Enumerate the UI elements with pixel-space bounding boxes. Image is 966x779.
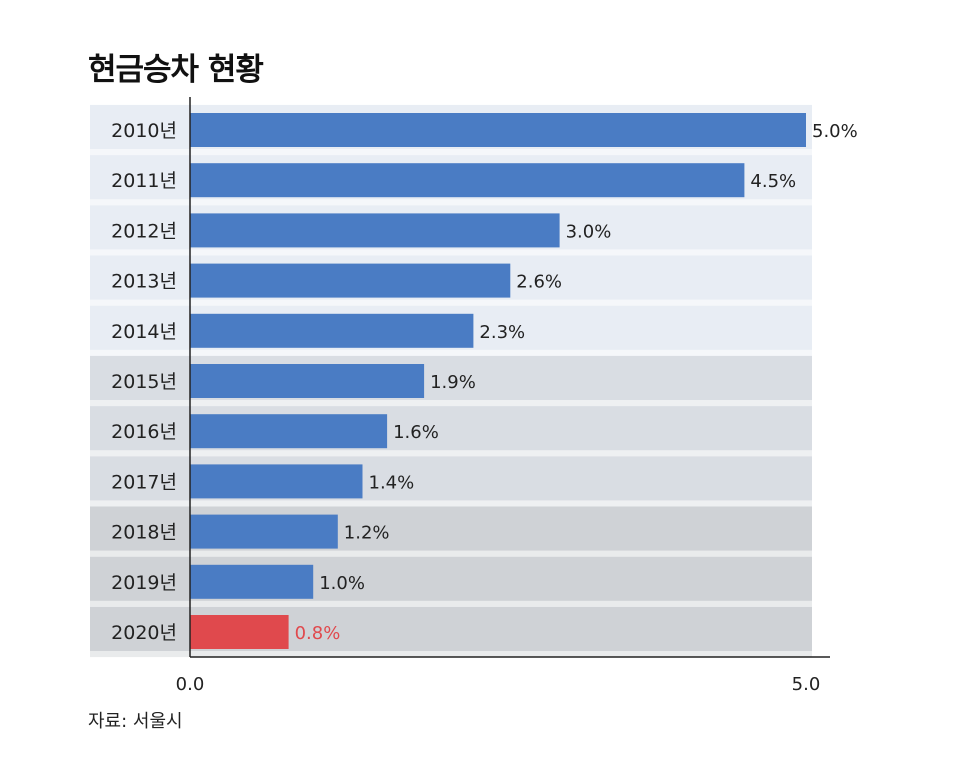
category-label: 2020년 <box>111 622 177 644</box>
x-tick-label: 5.0 <box>792 674 821 695</box>
category-label: 2011년 <box>111 170 177 192</box>
category-label: 2017년 <box>111 471 177 493</box>
background-stripe <box>90 600 812 609</box>
chart-title: 현금승차 현황 <box>88 52 264 88</box>
bar-2013년 <box>190 263 511 298</box>
value-label: 1.4% <box>369 472 415 493</box>
background-stripe <box>90 249 812 258</box>
value-label: 5.0% <box>812 121 858 142</box>
bars-group: 2010년 5.0% 2011년 4.5% 2012년 3.0% 2013년 2.6% 2014… <box>111 113 858 649</box>
background-stripe <box>90 400 812 408</box>
category-label: 2014년 <box>111 321 177 343</box>
bar-2014년 <box>190 313 474 348</box>
background-stripe <box>90 199 812 208</box>
category-label: 2015년 <box>111 371 177 393</box>
category-label: 2018년 <box>111 522 177 544</box>
value-label: 1.9% <box>430 372 476 393</box>
background-stripe <box>90 299 812 308</box>
value-label: 2.3% <box>479 322 525 343</box>
bar-2019년 <box>190 564 314 599</box>
value-label: 1.0% <box>319 573 365 594</box>
value-label: 1.2% <box>344 523 390 544</box>
background-stripe <box>90 450 812 459</box>
bar-2018년 <box>190 514 338 549</box>
bar-2010년 <box>190 113 806 147</box>
category-label: 2013년 <box>111 271 177 293</box>
value-label: 3.0% <box>566 221 612 242</box>
x-tick-label: 0.0 <box>176 674 205 695</box>
value-label: 1.6% <box>393 422 439 443</box>
bar-2012년 <box>190 213 560 248</box>
background-stripe <box>90 550 812 559</box>
value-label: 4.5% <box>750 171 796 192</box>
background-stripe <box>90 349 812 358</box>
bar-2011년 <box>190 163 745 198</box>
category-label: 2012년 <box>111 220 177 242</box>
background-stripe <box>90 651 812 659</box>
bar-2016년 <box>190 414 388 449</box>
source-note: 자료: 서울시 <box>88 711 183 732</box>
category-label: 2016년 <box>111 421 177 443</box>
background-stripe <box>90 500 812 509</box>
bar-2017년 <box>190 464 363 499</box>
value-label: 2.6% <box>516 272 562 293</box>
background-stripe <box>90 149 812 157</box>
x-axis: 0.0 5.0 <box>176 97 830 695</box>
bar-2020년 <box>190 615 289 649</box>
category-label: 2010년 <box>111 120 177 142</box>
bar-2015년 <box>190 364 425 398</box>
value-label: 0.8% <box>295 623 341 644</box>
category-label: 2019년 <box>111 572 177 594</box>
